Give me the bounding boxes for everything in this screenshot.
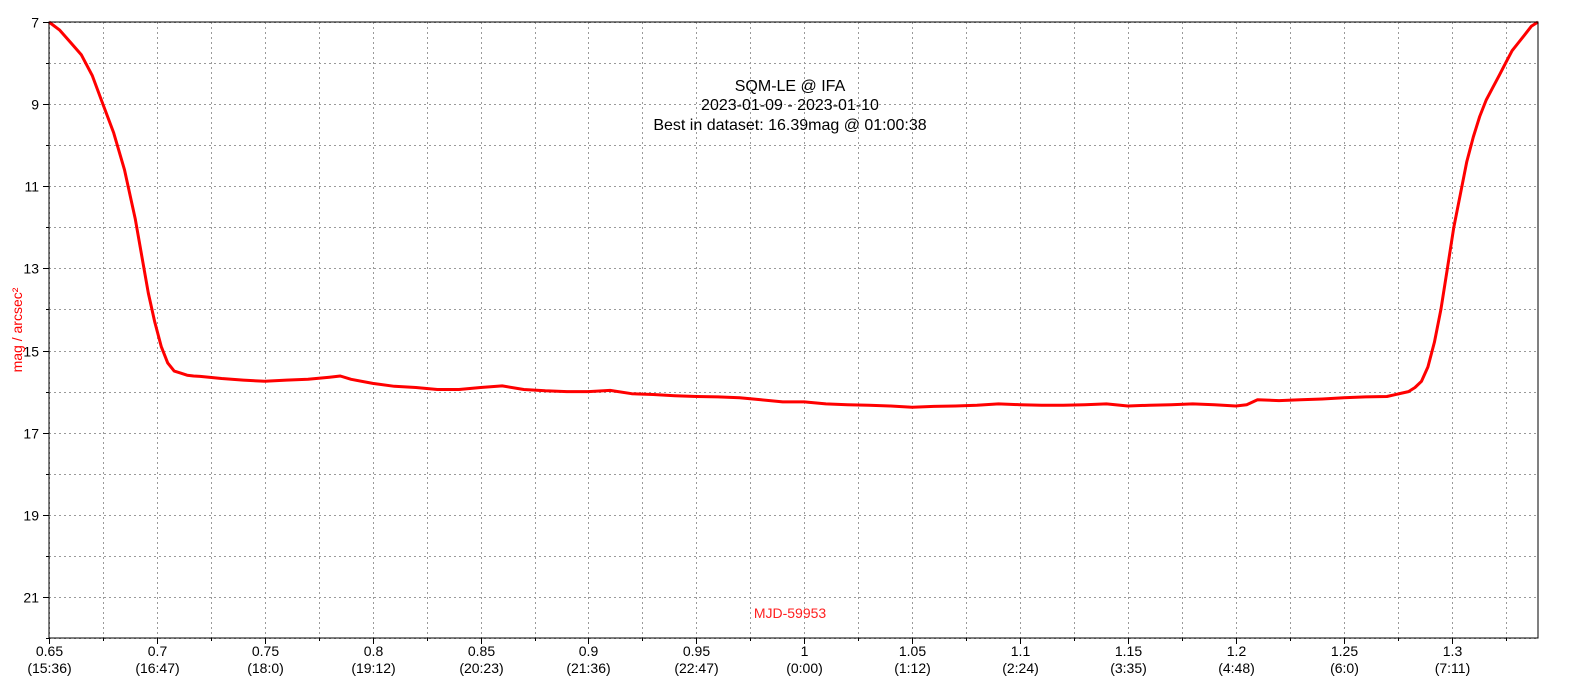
y-tick-label: 19 — [23, 508, 39, 524]
x-tick-sublabel: (1:12) — [894, 660, 931, 676]
title-line-2: 2023-01-09 - 2023-01-10 — [701, 97, 879, 114]
x-tick-label: 1.1 — [1011, 643, 1031, 659]
x-tick-sublabel: (16:47) — [135, 660, 179, 676]
x-tick-sublabel: (3:35) — [1110, 660, 1147, 676]
y-tick-label: 11 — [24, 179, 39, 195]
x-tick-label: 1.15 — [1115, 643, 1142, 659]
plot-frame — [48, 21, 1539, 639]
y-tick-label: 13 — [23, 261, 39, 277]
x-tick-label: 0.95 — [683, 643, 710, 659]
x-tick-sublabel: (4:48) — [1218, 660, 1255, 676]
x-tick-sublabel: (2:24) — [1002, 660, 1039, 676]
x-tick-label: 0.8 — [364, 643, 384, 659]
series-layer — [48, 20, 1539, 409]
y-tick-label: 17 — [23, 426, 39, 442]
x-tick-sublabel: (15:36) — [27, 660, 71, 676]
x-tick-sublabel: (18:0) — [247, 660, 284, 676]
x-tick-sublabel: (22:47) — [674, 660, 718, 676]
x-tick-sublabel: (21:36) — [566, 660, 610, 676]
x-tick-label: 0.65 — [36, 643, 63, 659]
x-tick-sublabel: (7:11) — [1435, 660, 1471, 676]
x-tick-label: 1.05 — [899, 643, 926, 659]
x-tick-sublabel: (20:23) — [459, 660, 503, 676]
x-tick-label: 1 — [801, 643, 809, 659]
y-tick-label: 15 — [23, 344, 39, 360]
x-tick-label: 1.2 — [1227, 643, 1247, 659]
x-tick-label: 0.9 — [579, 643, 599, 659]
title-line-3: Best in dataset: 16.39mag @ 01:00:38 — [653, 117, 926, 134]
x-tick-label: 1.25 — [1331, 643, 1358, 659]
x-tick-sublabel: (0:00) — [786, 660, 823, 676]
title-line-1: SQM-LE @ IFA — [735, 78, 846, 95]
y-tick-label: 7 — [31, 15, 39, 31]
y-axis-label: mag / arcsec² — [9, 287, 25, 372]
chart-title: SQM-LE @ IFA 2023-01-09 - 2023-01-10 Bes… — [653, 78, 926, 134]
x-tick-label: 0.7 — [148, 643, 168, 659]
x-tick-label: 0.85 — [468, 643, 495, 659]
series-line — [48, 20, 1539, 409]
x-axis-label: MJD-59953 — [754, 605, 827, 621]
x-axis-ticks: 0.65(15:36) 0.7(16:47) 0.75(18:0) 0.8(19:12… — [27, 638, 1507, 676]
y-tick-label: 9 — [31, 97, 39, 113]
grid — [49, 22, 1538, 639]
y-tick-label: 21 — [23, 590, 39, 606]
x-tick-label: 1.3 — [1443, 643, 1463, 659]
y-axis-ticks: 7 9 11 13 15 17 19 21 — [23, 15, 49, 639]
x-tick-sublabel: (19:12) — [351, 660, 395, 676]
x-tick-sublabel: (6:0) — [1330, 660, 1359, 676]
x-tick-label: 0.75 — [252, 643, 279, 659]
